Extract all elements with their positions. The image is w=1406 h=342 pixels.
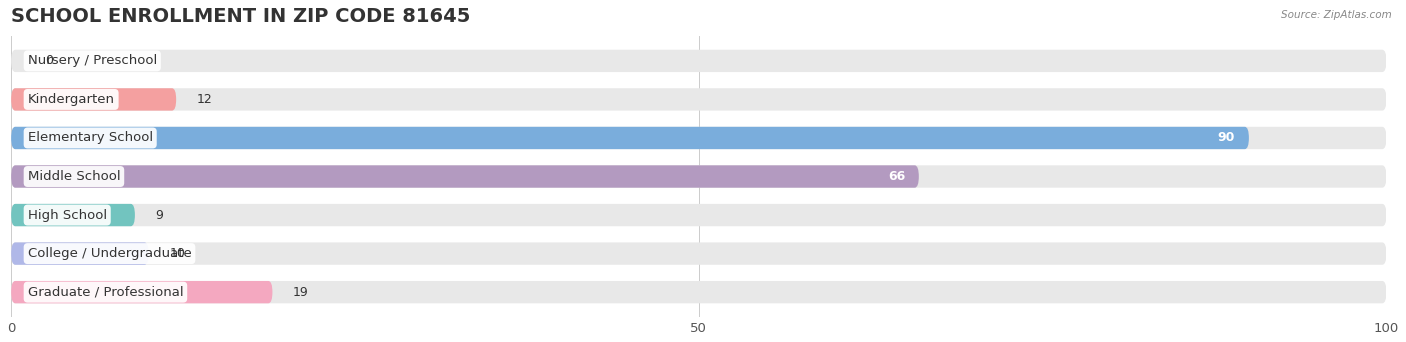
FancyBboxPatch shape: [11, 204, 135, 226]
Text: SCHOOL ENROLLMENT IN ZIP CODE 81645: SCHOOL ENROLLMENT IN ZIP CODE 81645: [11, 7, 471, 26]
Text: Elementary School: Elementary School: [28, 131, 153, 144]
FancyBboxPatch shape: [11, 281, 1386, 303]
Text: Source: ZipAtlas.com: Source: ZipAtlas.com: [1281, 10, 1392, 20]
FancyBboxPatch shape: [11, 127, 1386, 149]
FancyBboxPatch shape: [11, 50, 1386, 72]
FancyBboxPatch shape: [11, 204, 1386, 226]
FancyBboxPatch shape: [11, 127, 1249, 149]
FancyBboxPatch shape: [11, 242, 149, 265]
FancyBboxPatch shape: [11, 88, 1386, 110]
Text: 0: 0: [45, 54, 53, 67]
FancyBboxPatch shape: [11, 165, 920, 188]
Text: Graduate / Professional: Graduate / Professional: [28, 286, 183, 299]
FancyBboxPatch shape: [11, 88, 176, 110]
FancyBboxPatch shape: [11, 281, 273, 303]
FancyBboxPatch shape: [11, 165, 1386, 188]
Text: Nursery / Preschool: Nursery / Preschool: [28, 54, 157, 67]
Text: 19: 19: [292, 286, 309, 299]
Text: High School: High School: [28, 209, 107, 222]
Text: 10: 10: [169, 247, 186, 260]
Text: College / Undergraduate: College / Undergraduate: [28, 247, 191, 260]
Text: 90: 90: [1218, 131, 1234, 144]
Text: 12: 12: [197, 93, 212, 106]
FancyBboxPatch shape: [11, 242, 1386, 265]
Text: Kindergarten: Kindergarten: [28, 93, 115, 106]
Text: Middle School: Middle School: [28, 170, 121, 183]
Text: 9: 9: [156, 209, 163, 222]
Text: 66: 66: [887, 170, 905, 183]
